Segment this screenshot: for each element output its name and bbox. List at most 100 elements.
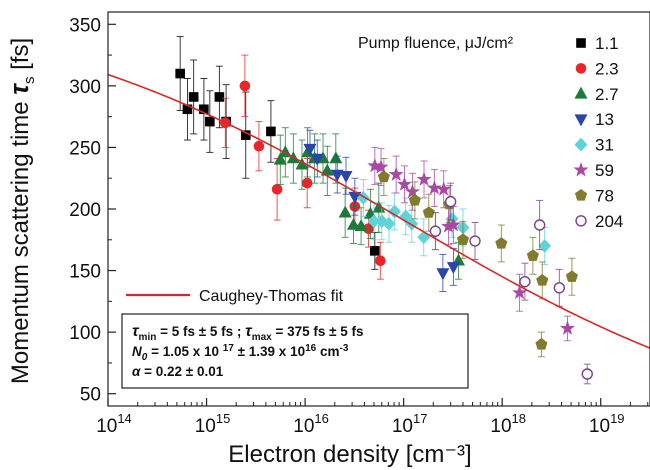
data-point — [214, 92, 225, 102]
data-point — [444, 195, 457, 208]
data-point — [519, 275, 531, 288]
data-point — [404, 183, 421, 199]
parameter-text: τ — [245, 323, 253, 340]
legend-marker — [576, 38, 586, 48]
data-point — [310, 153, 324, 166]
data-point — [396, 176, 412, 191]
legend: 1.1 2.3 2.7 13 31 59 78 204 — [573, 34, 623, 231]
fit-legend-label: Caughey-Thomas fit — [199, 288, 344, 305]
x-tick-base: 10 — [589, 416, 610, 437]
data-point — [188, 92, 199, 102]
parameter-text: = 5 fs ± 5 fs ; — [156, 324, 245, 339]
data-point — [526, 249, 539, 261]
data-point — [205, 116, 215, 127]
parameter-text: = 0.22 ± 0.01 — [140, 364, 223, 379]
parameter-line: α = 0.22 ± 0.01 — [132, 364, 224, 379]
data-point — [303, 143, 317, 156]
parameter-text: ± 1.39 x 10 — [234, 344, 305, 359]
data-point — [375, 255, 386, 267]
legend-label: 2.7 — [595, 85, 619, 104]
data-point — [199, 104, 209, 115]
data-point — [429, 225, 442, 237]
x-tick-base: 10 — [195, 416, 216, 437]
data-point — [533, 219, 546, 231]
parameter-line: τmin = 5 fs ± 5 fs ; τmax = 375 fs ± 5 f… — [132, 323, 364, 343]
x-tick-exponent: 19 — [610, 411, 624, 426]
y-axis-title-subscript: s — [21, 77, 38, 85]
x-tick-base: 10 — [490, 416, 511, 437]
parameter-text: τ — [132, 323, 140, 340]
data-point — [388, 204, 402, 219]
legend-label: 1.1 — [595, 34, 619, 53]
data-point — [536, 274, 549, 286]
series-59 — [367, 146, 576, 342]
legend-item-78: 78 — [574, 186, 614, 205]
y-axis-title-unit: [fs] — [7, 38, 34, 77]
y-tick-label: 50 — [80, 385, 101, 406]
parameter-text: min — [139, 332, 157, 343]
data-point — [338, 205, 352, 218]
x-tick-exponent: 16 — [314, 411, 328, 426]
x-tick-exponent: 17 — [413, 411, 427, 426]
legend-item-13: 13 — [574, 110, 614, 129]
data-point — [329, 151, 343, 164]
x-tick-exponent: 15 — [216, 411, 230, 426]
parameter-text: max — [252, 332, 272, 343]
data-point — [239, 80, 251, 92]
data-point — [416, 171, 432, 186]
x-tick-label: 1014 — [96, 411, 132, 437]
series-31 — [356, 178, 552, 265]
legend-item-2.7: 2.7 — [574, 85, 619, 104]
legend-label: 2.3 — [595, 59, 619, 78]
legend-item-1.1: 1.1 — [576, 34, 619, 53]
data-point — [301, 177, 313, 189]
x-tick-base: 10 — [392, 416, 413, 437]
parameter-text: = 375 fs ± 5 fs — [272, 324, 364, 339]
fit-curve — [107, 73, 650, 349]
x-tick-label: 1017 — [392, 411, 428, 437]
parameter-text: -3 — [339, 343, 348, 354]
legend-item-2.3: 2.3 — [575, 59, 619, 78]
data-point — [354, 219, 368, 231]
parameter-text: α — [132, 364, 141, 379]
data-point — [175, 68, 185, 79]
x-tick-label: 1016 — [293, 411, 329, 437]
legend-label: 59 — [595, 161, 614, 180]
series-78 — [377, 158, 578, 358]
y-tick-label: 200 — [69, 200, 101, 221]
x-tick-label: 1015 — [195, 411, 231, 437]
data-point — [446, 262, 460, 275]
parameter-text: 17 — [223, 343, 235, 354]
y-tick-label: 250 — [69, 138, 101, 159]
parameter-box-text: τmin = 5 fs ± 5 fs ; τmax = 375 fs ± 5 f… — [132, 323, 364, 379]
x-axis-title: Electron density [cm⁻³] — [228, 441, 471, 468]
y-tick-label: 150 — [69, 262, 101, 283]
legend-marker — [574, 86, 588, 99]
y-axis-title: Momentum scattering time τs [fs] — [4, 38, 38, 384]
data-point — [373, 159, 389, 174]
y-axis-title-prefix: Momentum scattering time — [7, 95, 34, 384]
legend-item-31: 31 — [574, 136, 614, 155]
legend-item-204: 204 — [575, 212, 623, 231]
data-point — [581, 368, 593, 380]
data-point — [538, 238, 552, 253]
data-point — [346, 217, 361, 230]
x-tick-exponent: 18 — [512, 411, 526, 426]
data-point — [553, 282, 566, 294]
data-point — [426, 180, 442, 195]
parameter-line: N0 = 1.05 x 10 17 ± 1.39 x 1016 cm-3 — [132, 343, 349, 363]
data-point — [436, 268, 450, 281]
data-point — [422, 206, 435, 218]
y-tick-label: 100 — [69, 323, 101, 344]
legend-label: 31 — [595, 136, 614, 155]
x-tick-label: 1018 — [490, 411, 526, 437]
data-point — [388, 166, 404, 181]
data-point — [266, 126, 276, 137]
x-tick-base: 10 — [293, 416, 314, 437]
legend-marker — [574, 189, 588, 201]
series-2.7 — [273, 127, 466, 280]
data-point — [559, 320, 576, 335]
y-tick-label: 300 — [69, 77, 101, 98]
data-point — [436, 181, 452, 196]
